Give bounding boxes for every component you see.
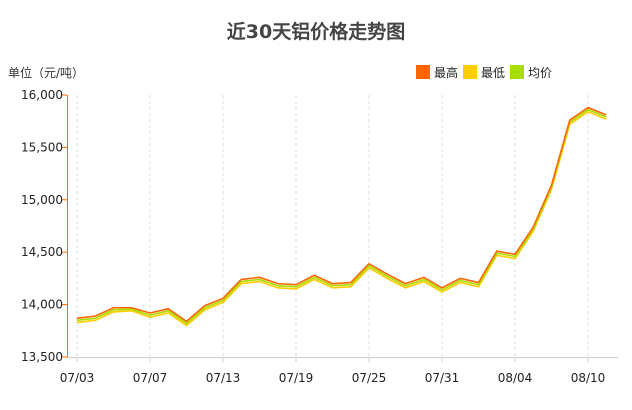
chart-title: 近30天铝价格走势图 [227, 20, 405, 43]
grid [76, 95, 589, 357]
x-tick-label: 07/19 [279, 371, 314, 385]
x-tick-label: 07/13 [206, 371, 241, 385]
x-tick-label: 07/31 [425, 371, 460, 385]
legend: 最高 最低 均价 [416, 65, 552, 80]
series-line-0 [76, 106, 607, 323]
y-tick-label: 15,000 [21, 193, 63, 207]
y-tick-label: 15,500 [21, 140, 63, 154]
x-tick-label: 08/10 [571, 371, 606, 385]
legend-label-0: 最高 [434, 65, 458, 80]
y-tick-label: 14,500 [21, 245, 63, 259]
y-tick-label: 13,500 [21, 350, 63, 364]
x-tick-label: 08/04 [498, 371, 533, 385]
series-lines [76, 106, 607, 327]
series-line-1 [76, 110, 607, 327]
legend-label-2: 均价 [528, 66, 552, 80]
x-tick-label: 07/25 [352, 371, 387, 385]
y-tick-label: 16,000 [21, 88, 63, 102]
legend-label-1: 最低 [481, 66, 505, 80]
x-tick-label: 07/03 [60, 371, 95, 385]
legend-swatch-2 [510, 65, 524, 79]
y-tick-label: 14,000 [21, 298, 63, 312]
series-line-2 [76, 108, 607, 325]
axes: 07/03 07/07 07/13 07/19 07/25 07/31 08/04 08/10… [21, 88, 618, 385]
legend-swatch-1 [463, 65, 477, 79]
x-tick-label: 07/07 [133, 371, 168, 385]
y-axis-unit-label: 单位（元/吨） [8, 65, 84, 80]
legend-swatch-0 [416, 65, 430, 79]
